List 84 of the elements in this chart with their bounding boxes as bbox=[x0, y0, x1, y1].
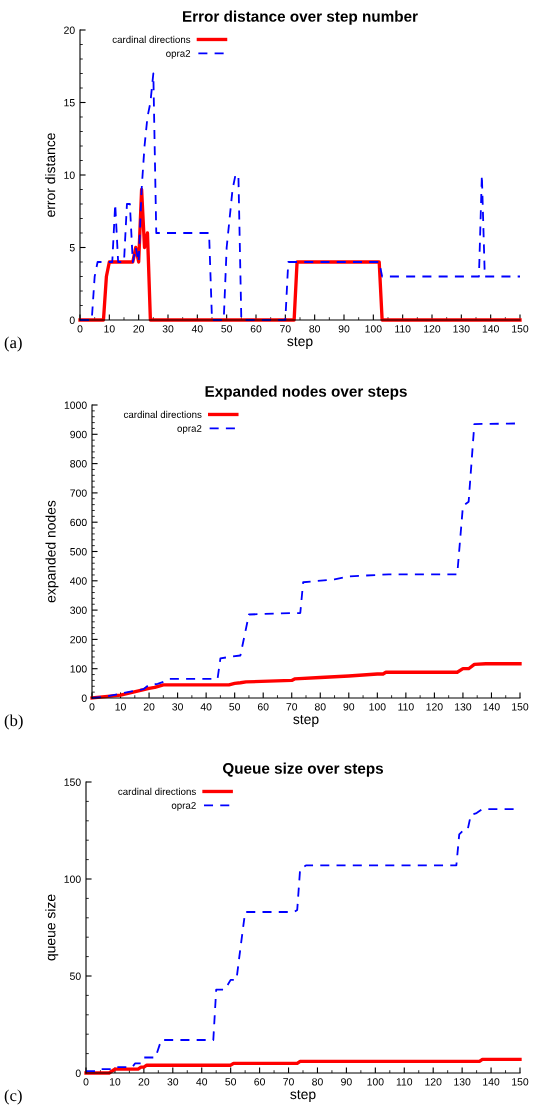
x-tick-label: 40 bbox=[200, 703, 212, 711]
chart-title: Queue size over steps bbox=[222, 762, 384, 777]
y-tick-label: 100 bbox=[70, 665, 87, 673]
text: (a) bbox=[4, 336, 22, 352]
y-tick-label: 1000 bbox=[64, 401, 87, 409]
y-tick-label: 800 bbox=[70, 460, 87, 468]
y-tick-label: 0 bbox=[69, 316, 75, 324]
legend-label: cardinal directions bbox=[112, 35, 191, 43]
x-tick-label: 130 bbox=[454, 1078, 471, 1086]
y-axis-title: queue size bbox=[45, 894, 59, 961]
y-tick-label: 0 bbox=[81, 694, 87, 702]
x-tick-label: 20 bbox=[138, 1078, 150, 1086]
x-tick-label: 120 bbox=[426, 703, 443, 711]
x-tick-label: 20 bbox=[133, 325, 145, 333]
x-tick-label: 70 bbox=[283, 1078, 294, 1086]
y-tick-label: 150 bbox=[64, 778, 81, 786]
y-tick-label: 10 bbox=[64, 171, 75, 179]
y-tick-label: 200 bbox=[70, 635, 87, 644]
x-tick-label: 60 bbox=[250, 325, 262, 333]
x-tick-label: 30 bbox=[172, 703, 183, 711]
x-tick-label: 60 bbox=[257, 703, 269, 711]
x-tick-label: 110 bbox=[395, 325, 411, 333]
x-tick-label: 120 bbox=[425, 1078, 442, 1086]
x-tick-label: 30 bbox=[167, 1078, 179, 1086]
x-tick-label: 120 bbox=[424, 325, 441, 333]
y-tick-label: 50 bbox=[69, 972, 81, 980]
x-tick-label: 70 bbox=[286, 703, 298, 711]
y-axis-title: error distance bbox=[45, 133, 56, 217]
x-tick-label: 80 bbox=[309, 325, 321, 333]
x-tick-label: 80 bbox=[312, 1078, 323, 1086]
text: (b) bbox=[4, 714, 23, 730]
x-tick-label: 140 bbox=[483, 703, 500, 711]
x-tick-label: 20 bbox=[143, 703, 155, 711]
x-tick-label: 150 bbox=[512, 703, 529, 711]
x-tick-label: 150 bbox=[512, 1078, 529, 1086]
legend-label: cardinal directions bbox=[123, 410, 202, 418]
y-tick-label: 600 bbox=[70, 518, 87, 527]
y-tick-label: 20 bbox=[64, 26, 75, 34]
y-tick-label: 0 bbox=[75, 1069, 81, 1077]
y-tick-label: 900 bbox=[70, 430, 87, 439]
x-tick-label: 40 bbox=[191, 325, 203, 333]
x-tick-label: 100 bbox=[369, 703, 386, 711]
legend-label: cardinal directions bbox=[118, 787, 196, 795]
x-tick-label: 90 bbox=[343, 703, 355, 711]
x-axis-title: step bbox=[290, 1090, 316, 1102]
x-tick-label: 10 bbox=[115, 703, 126, 711]
x-tick-label: 90 bbox=[341, 1078, 352, 1086]
x-tick-label: 140 bbox=[482, 325, 499, 333]
y-tick-label: 15 bbox=[64, 99, 75, 107]
x-tick-label: 80 bbox=[314, 703, 326, 711]
x-tick-label: 70 bbox=[280, 325, 291, 333]
x-tick-label: 110 bbox=[396, 1078, 413, 1086]
x-tick-label: 50 bbox=[225, 1078, 237, 1086]
x-tick-label: 100 bbox=[367, 1078, 384, 1086]
x-axis-title: step bbox=[293, 715, 319, 727]
x-tick-label: 50 bbox=[221, 325, 233, 333]
x-tick-label: 100 bbox=[365, 325, 382, 333]
y-tick-label: 5 bbox=[69, 244, 75, 252]
y-axis-title: expanded nodes bbox=[45, 500, 59, 603]
x-tick-label: 30 bbox=[162, 325, 174, 333]
legend-label: opra2 bbox=[177, 425, 202, 434]
x-tick-label: 110 bbox=[398, 703, 414, 711]
chart-title: Error distance over step number bbox=[183, 10, 418, 25]
x-tick-label: 50 bbox=[229, 703, 241, 711]
x-tick-label: 60 bbox=[254, 1078, 265, 1086]
x-tick-label: 150 bbox=[512, 325, 529, 333]
x-tick-label: 10 bbox=[104, 325, 115, 333]
x-axis-title: step bbox=[287, 337, 313, 349]
x-tick-label: 90 bbox=[338, 325, 350, 333]
x-tick-label: 140 bbox=[483, 1078, 500, 1086]
y-tick-label: 300 bbox=[70, 606, 87, 614]
y-tick-label: 700 bbox=[70, 489, 87, 497]
chart-title: Expanded nodes over steps bbox=[205, 385, 407, 400]
legend-label: opra2 bbox=[171, 802, 196, 811]
x-tick-label: 10 bbox=[109, 1078, 121, 1086]
text: (c) bbox=[4, 1089, 22, 1105]
y-tick-label: 500 bbox=[70, 548, 87, 556]
x-tick-label: 130 bbox=[453, 325, 470, 333]
y-tick-label: 100 bbox=[64, 875, 81, 883]
legend-label: opra2 bbox=[166, 50, 191, 59]
x-tick-label: 40 bbox=[196, 1078, 208, 1086]
x-tick-label: 130 bbox=[455, 703, 472, 711]
y-tick-label: 400 bbox=[70, 577, 87, 585]
x-tick-label: 0 bbox=[89, 703, 95, 711]
